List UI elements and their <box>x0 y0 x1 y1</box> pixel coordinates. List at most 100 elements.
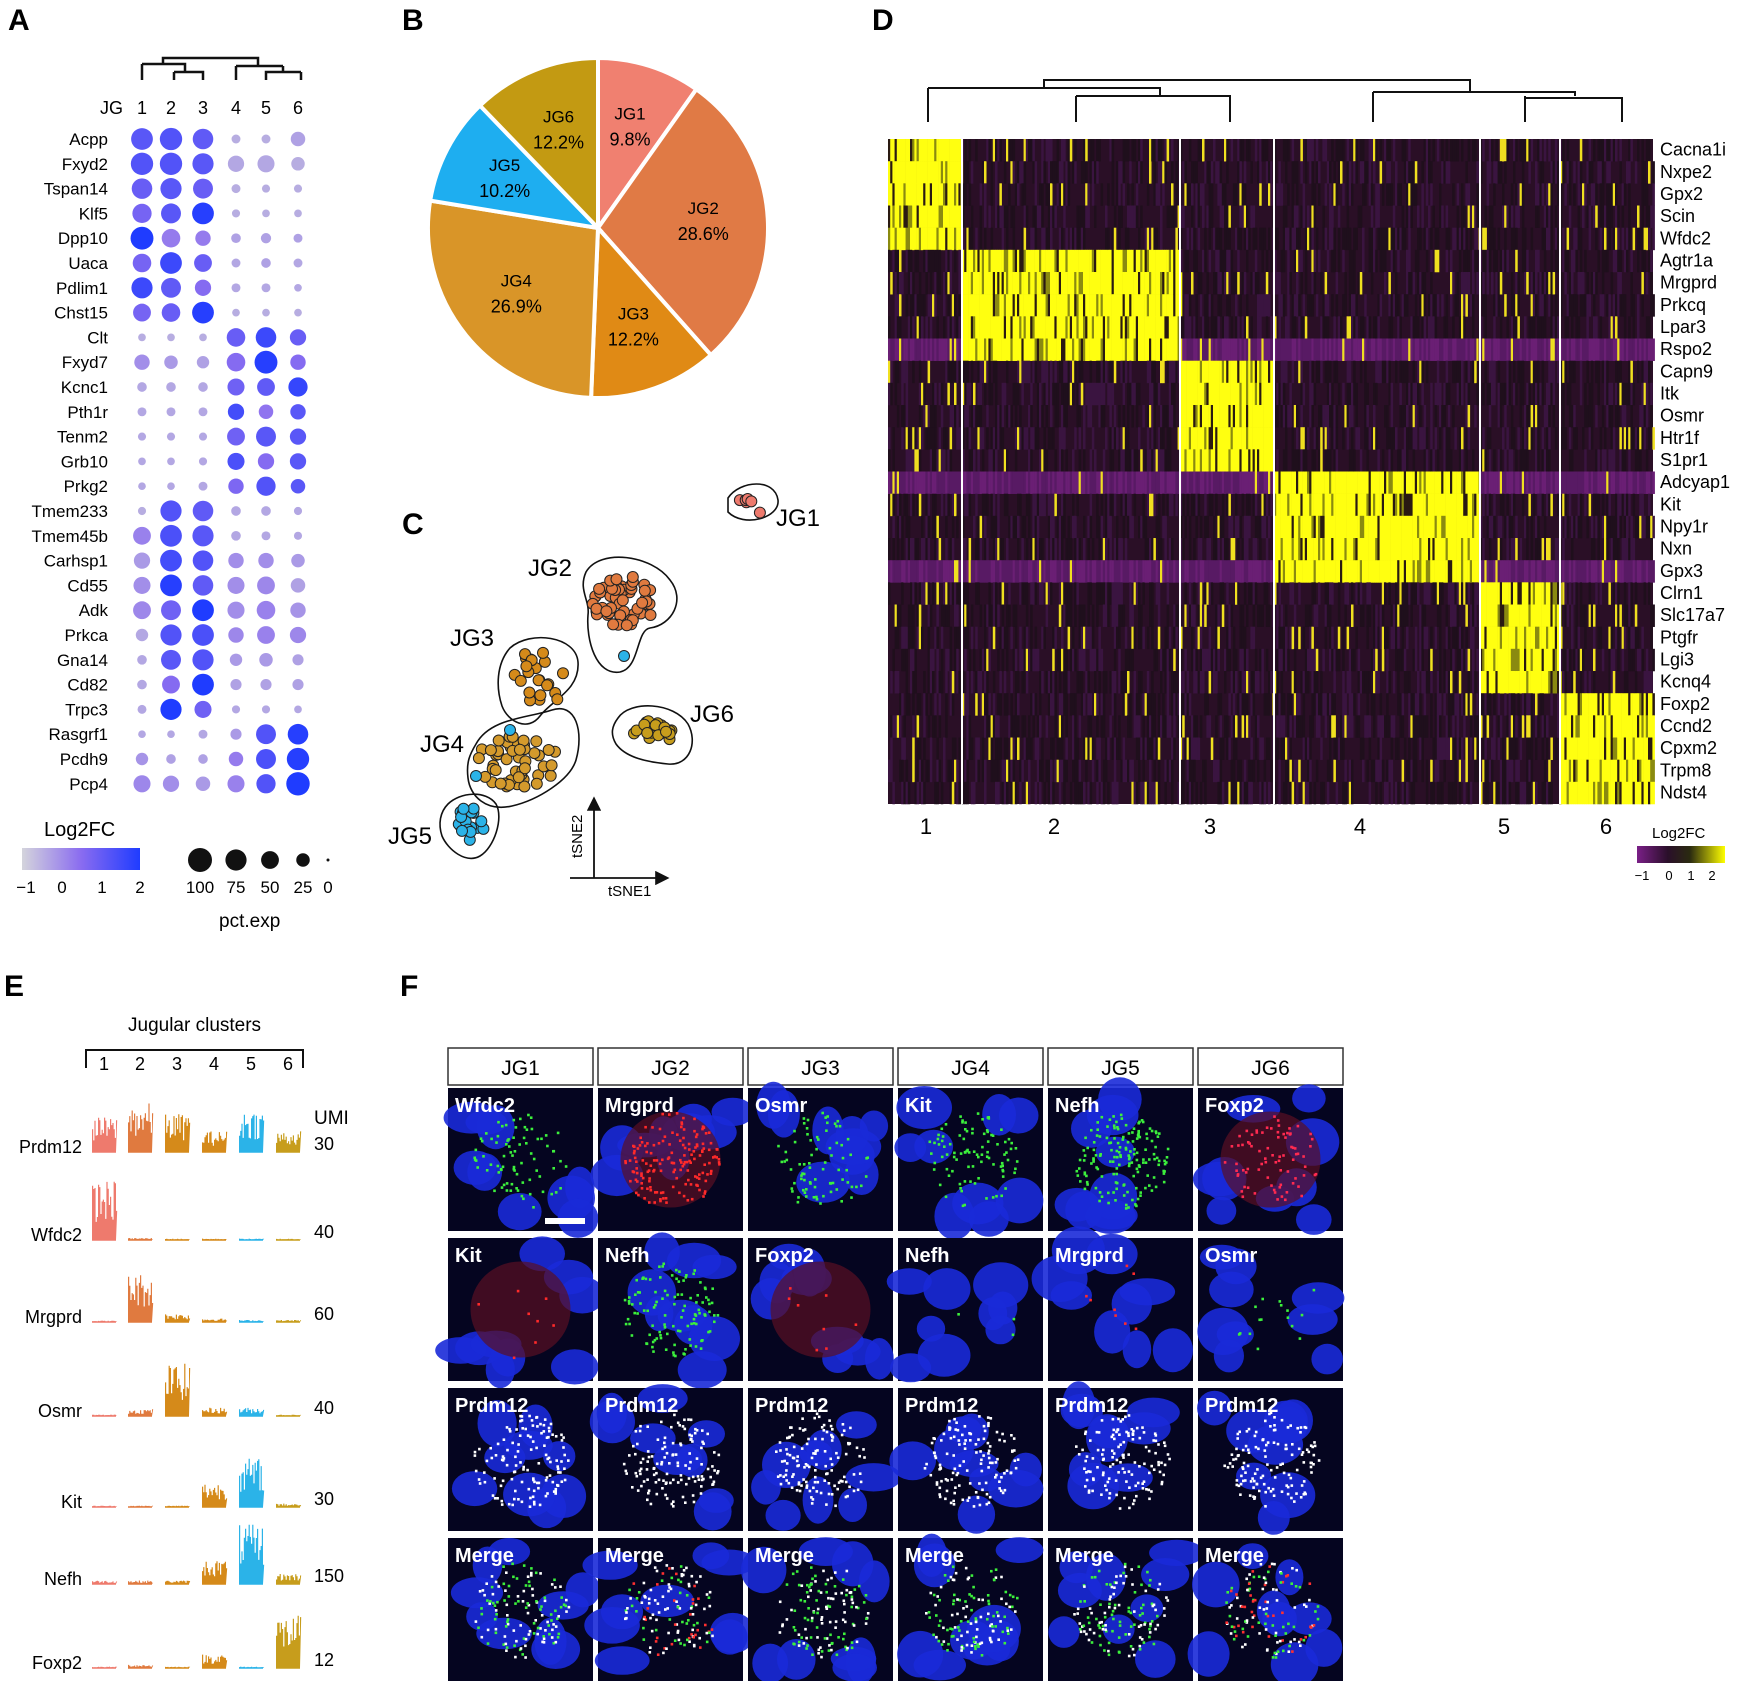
heatmap-cell <box>1335 737 1339 760</box>
heatmap-cell <box>1028 560 1031 583</box>
heatmap-cell <box>1039 715 1042 738</box>
heatmap-cell <box>1102 538 1106 561</box>
heatmap-cell <box>1017 427 1020 450</box>
heatmap-cell <box>1215 538 1218 561</box>
heatmap-cell <box>1155 515 1159 539</box>
heatmap-cell <box>1074 139 1077 162</box>
heatmap-cell <box>1226 161 1229 184</box>
heatmap-cell <box>1177 560 1181 583</box>
dotplot-dot <box>257 378 275 396</box>
heatmap-cell <box>1045 604 1049 627</box>
heatmap-cell <box>1373 316 1376 339</box>
dotplot-dot <box>192 500 214 522</box>
heatmap-cell <box>907 449 911 472</box>
heatmap-cell <box>1296 493 1299 517</box>
heatmap-cell <box>1124 493 1128 517</box>
heatmap-cell <box>1017 538 1020 561</box>
heatmap-cell <box>1017 294 1020 317</box>
heatmap-cell <box>1252 272 1256 295</box>
heatmap-cell <box>1300 272 1303 295</box>
heatmap-cell <box>1202 139 1205 162</box>
heatmap-cell <box>1032 427 1035 450</box>
heatmap-cell <box>1032 294 1035 317</box>
heatmap-cell <box>1111 161 1115 184</box>
heatmap-cell <box>956 316 959 339</box>
dotplot-gene-label: Fxyd7 <box>62 353 108 372</box>
heatmap-cell <box>1228 693 1231 716</box>
heatmap-cell <box>907 693 911 716</box>
heatmap-cell <box>1217 227 1220 251</box>
heatmap-cell <box>1140 161 1143 184</box>
heatmap-cell <box>1359 671 1363 694</box>
heatmap-cell <box>1098 139 1101 162</box>
heatmap-cell <box>1384 139 1387 162</box>
heatmap-cell <box>1179 272 1183 295</box>
heatmap-cell <box>1388 227 1391 251</box>
heatmap-cell <box>1239 382 1242 406</box>
heatmap-cell <box>945 515 948 539</box>
heatmap-cell <box>1241 183 1245 206</box>
heatmap-cell <box>936 183 939 206</box>
heatmap-cell <box>1213 382 1216 406</box>
heatmap-cell <box>1224 405 1227 428</box>
dotplot-dot <box>231 209 241 218</box>
heatmap-cell <box>1219 205 1223 228</box>
heatmap-cell <box>1217 538 1220 561</box>
heatmap-cell <box>1072 560 1075 583</box>
heatmap-cell <box>1175 249 1178 273</box>
heatmap-cell <box>1197 604 1201 627</box>
heatmap-cell <box>1250 382 1253 406</box>
heatmap-cell <box>981 161 985 184</box>
heatmap-cell <box>888 427 891 450</box>
heatmap-cell <box>1261 515 1264 539</box>
heatmap-cell <box>1180 427 1183 450</box>
dotplot-dot <box>292 679 304 691</box>
heatmap-cell <box>1373 471 1376 494</box>
heatmap-cell <box>1268 338 1271 361</box>
heatmap-cell <box>1368 183 1372 206</box>
heatmap-cell <box>1191 161 1194 184</box>
heatmap-cell <box>1340 161 1343 184</box>
heatmap-cell <box>1377 759 1380 783</box>
heatmap-cell <box>1348 715 1352 738</box>
heatmap-cell <box>1127 493 1130 517</box>
heatmap-cell <box>1166 272 1170 295</box>
heatmap-cell <box>992 759 996 783</box>
dotplot-cluster-label: 3 <box>198 98 208 118</box>
heatmap-cell <box>1087 671 1090 694</box>
heatmap-cell <box>1219 737 1223 760</box>
heatmap-cell <box>1228 360 1231 384</box>
heatmap-cell <box>1259 360 1262 384</box>
heatmap-cell <box>1025 737 1029 760</box>
heatmap-cell <box>1164 626 1167 650</box>
heatmap-cell <box>1179 693 1183 716</box>
heatmap-cell <box>1078 227 1082 251</box>
heatmap-cell <box>988 737 991 760</box>
heatmap-cell <box>1395 560 1398 583</box>
dotplot-dot <box>290 131 306 147</box>
dotplot-cluster-label: 4 <box>231 98 241 118</box>
heatmap-cell <box>1232 781 1236 805</box>
heatmap-cell <box>1131 449 1134 472</box>
heatmap-cell <box>1056 759 1060 783</box>
heatmap-cell <box>1289 538 1292 561</box>
heatmap-cell <box>1291 626 1295 650</box>
heatmap-cell <box>1182 715 1185 738</box>
heatmap-cell <box>1052 538 1055 561</box>
heatmap-cell <box>1171 405 1174 428</box>
heatmap-cell <box>925 759 928 783</box>
heatmap-cell <box>1089 781 1093 805</box>
heatmap-cell <box>1151 360 1154 384</box>
heatmap-cell <box>1348 560 1352 583</box>
heatmap-cell <box>1304 471 1308 494</box>
heatmap-cell <box>1052 294 1055 317</box>
heatmap-cell <box>1226 626 1229 650</box>
dotplot-size-legend-dot <box>296 853 310 867</box>
dotplot-gene-label: Grb10 <box>61 452 108 471</box>
heatmap-cell <box>1171 205 1174 228</box>
heatmap-cell <box>1265 139 1269 162</box>
heatmap-cell <box>1287 272 1290 295</box>
heatmap-cell <box>1322 294 1325 317</box>
heatmap-cell <box>1122 161 1126 184</box>
heatmap-cell <box>1395 626 1398 650</box>
